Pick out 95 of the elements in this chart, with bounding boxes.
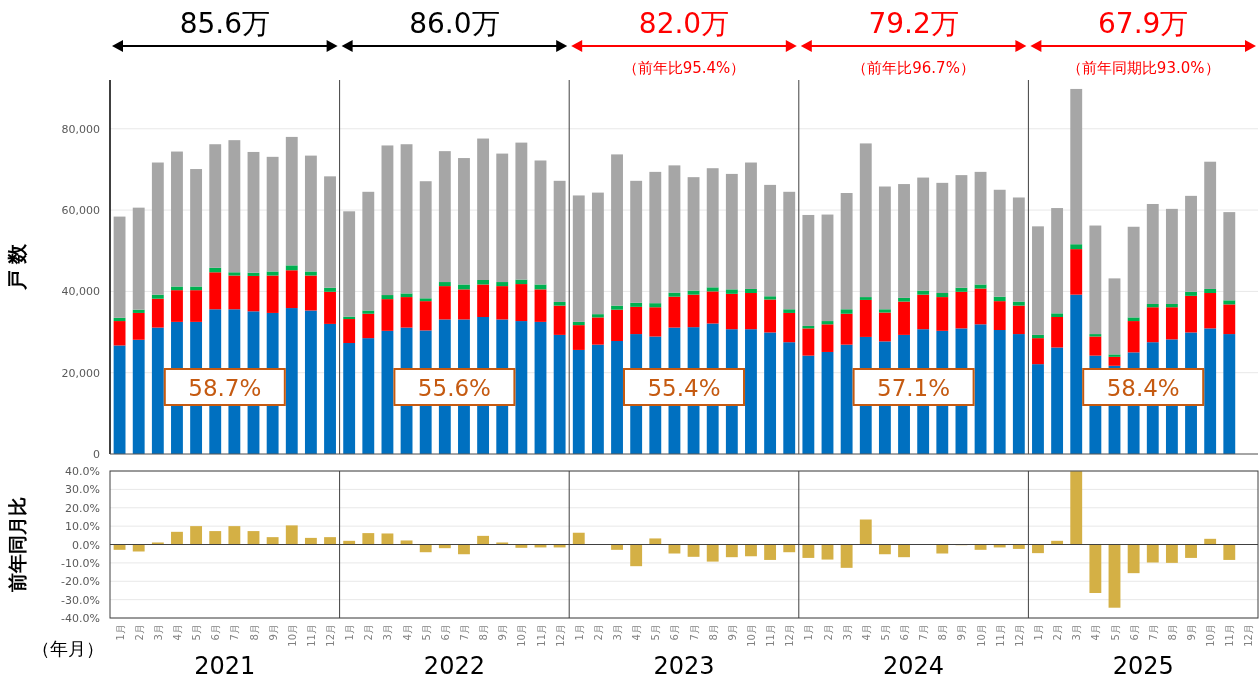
x-tick-label: 2月 — [133, 624, 145, 641]
x-tick-label: 6月 — [210, 624, 222, 641]
x-tick-label: 4月 — [860, 624, 872, 641]
annotation: 55.4% — [647, 375, 721, 401]
x-tick-label: 5月 — [1109, 624, 1121, 641]
y-tick-label: 80,000 — [61, 122, 100, 136]
x-tick-label: 8月 — [707, 624, 719, 641]
x-tick-label: 2月 — [1052, 624, 1064, 641]
text: （前年比96.7%） — [852, 59, 975, 77]
x-tick-label: 9月 — [1186, 624, 1198, 641]
x-tick-label: 12月 — [1243, 624, 1255, 647]
x-tick-label: 9月 — [726, 624, 738, 641]
x-tick-label: 5月 — [420, 624, 432, 641]
y-axis-title: 前年同月比 — [6, 497, 28, 593]
text: （前年比95.4%） — [622, 59, 746, 77]
x-tick-label: 12月 — [554, 624, 566, 647]
x-tick-label: 1月 — [1032, 624, 1044, 641]
text: 79.2万 — [868, 7, 959, 40]
y-tick-label: 10.0% — [65, 520, 100, 534]
y-tick-label: -30.0% — [61, 593, 100, 607]
x-tick-label: 5月 — [879, 624, 891, 641]
y-tick-label: -10.0% — [61, 556, 100, 570]
x-tick-label: 9月 — [956, 624, 968, 641]
y-tick-label: 20,000 — [61, 366, 100, 380]
text: （前年同期比93.0%） — [1066, 59, 1220, 77]
text: 86.0万 — [409, 7, 500, 40]
x-tick-label: 3月 — [841, 624, 853, 641]
x-tick-label: 6月 — [1128, 624, 1140, 641]
y-tick-label: -20.0% — [61, 575, 100, 589]
x-tick-label: 9月 — [267, 624, 279, 641]
annotation: 57.1% — [877, 375, 951, 401]
x-tick-label: 11月 — [1224, 624, 1236, 647]
text: 2025 — [1112, 652, 1174, 680]
x-tick-label: 6月 — [669, 624, 681, 641]
text: 2023 — [653, 652, 715, 680]
x-tick-label: 4月 — [171, 624, 183, 641]
y-tick-label: 60,000 — [61, 204, 100, 218]
y-tick-label: 30.0% — [65, 483, 100, 497]
x-tick-label: 8月 — [1166, 624, 1178, 641]
x-tick-label: 11月 — [994, 624, 1006, 647]
x-tick-label: 1月 — [114, 624, 126, 641]
y-axis-title: 戸 数 — [5, 242, 29, 292]
x-tick-label: 10月 — [745, 624, 757, 647]
x-tick-label: 4月 — [401, 624, 413, 641]
y-tick-label: 20.0% — [65, 501, 100, 515]
x-tick-label: 11月 — [535, 624, 547, 647]
x-tick-label: 2月 — [592, 624, 604, 641]
x-tick-label: 4月 — [1090, 624, 1102, 641]
y-tick-label: 40.0% — [65, 465, 100, 478]
y-tick-label: 0.0% — [72, 538, 100, 552]
text: 2021 — [194, 652, 256, 680]
text: 2024 — [883, 652, 945, 680]
x-tick-label: 7月 — [458, 624, 470, 641]
y-tick-label: 40,000 — [61, 285, 100, 299]
x-tick-label: 1月 — [344, 624, 356, 641]
x-tick-label: 8月 — [937, 624, 949, 641]
x-tick-label: 1月 — [803, 624, 815, 641]
x-tick-label: 5月 — [191, 624, 203, 641]
y-tick-label: 0 — [93, 448, 100, 461]
x-tick-label: 7月 — [1147, 624, 1159, 641]
x-tick-label: 11月 — [305, 624, 317, 647]
x-tick-label: 8月 — [248, 624, 260, 641]
x-tick-label: 3月 — [382, 624, 394, 641]
x-tick-label: 3月 — [1071, 624, 1083, 641]
x-tick-label: 12月 — [325, 624, 337, 647]
x-tick-label: 9月 — [497, 624, 509, 641]
x-tick-label: 12月 — [784, 624, 796, 647]
x-tick-label: 1月 — [573, 624, 585, 641]
x-tick-label: 3月 — [612, 624, 624, 641]
x-tick-label: 2月 — [822, 624, 834, 641]
text: 82.0万 — [638, 7, 730, 40]
x-tick-label: 5月 — [650, 624, 662, 641]
x-tick-label: 10月 — [975, 624, 987, 647]
x-axis-title: （年月） — [32, 638, 104, 659]
x-tick-label: 4月 — [631, 624, 643, 641]
annotation: 55.6% — [417, 375, 491, 401]
x-tick-label: 7月 — [918, 624, 930, 641]
x-tick-label: 6月 — [899, 624, 911, 641]
x-tick-label: 2月 — [363, 624, 375, 641]
text: 2022 — [423, 652, 485, 680]
x-tick-label: 6月 — [439, 624, 451, 641]
annotation: 58.4% — [1106, 375, 1180, 401]
x-tick-label: 10月 — [286, 624, 298, 647]
x-tick-label: 7月 — [229, 624, 241, 641]
x-tick-label: 8月 — [478, 624, 490, 641]
x-tick-label: 11月 — [765, 624, 777, 647]
text: 85.6万 — [179, 7, 270, 40]
x-tick-label: 7月 — [688, 624, 700, 641]
text: 67.9万 — [1098, 7, 1189, 40]
x-tick-label: 10月 — [516, 624, 528, 647]
x-tick-label: 12月 — [1013, 624, 1025, 647]
annotation: 58.7% — [188, 375, 262, 401]
x-tick-label: 10月 — [1205, 624, 1217, 647]
x-tick-label: 3月 — [152, 624, 164, 641]
y-tick-label: -40.0% — [61, 612, 100, 625]
